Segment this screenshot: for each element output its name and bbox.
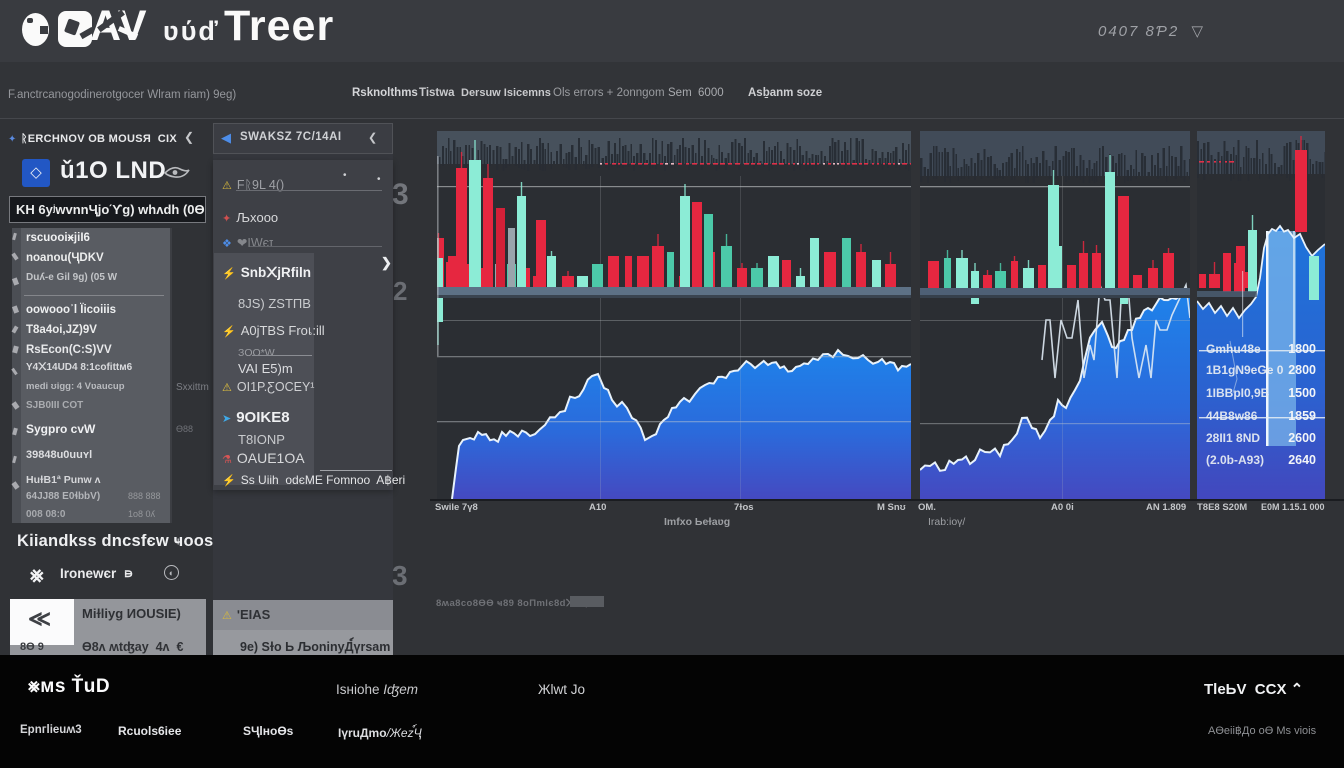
svg-text:1B1gN9eGe 0: 1B1gN9eGe 0	[1206, 363, 1284, 377]
svg-text:2800: 2800	[1288, 363, 1316, 377]
svg-text:1859: 1859	[1288, 409, 1316, 423]
svg-text:(2.0b-A93): (2.0b-A93)	[1206, 453, 1264, 467]
svg-text:2600: 2600	[1288, 431, 1316, 445]
svg-text:1800: 1800	[1288, 342, 1316, 356]
svg-text:1500: 1500	[1288, 386, 1316, 400]
svg-text:1IBBpI0,9B: 1IBBpI0,9B	[1206, 386, 1270, 400]
svg-text:44B8w86: 44B8w86	[1206, 409, 1258, 423]
svg-text:2640: 2640	[1288, 453, 1316, 467]
svg-text:28II1 8ND: 28II1 8ND	[1206, 431, 1260, 445]
svg-text:Gmhu48e: Gmhu48e	[1206, 342, 1261, 356]
